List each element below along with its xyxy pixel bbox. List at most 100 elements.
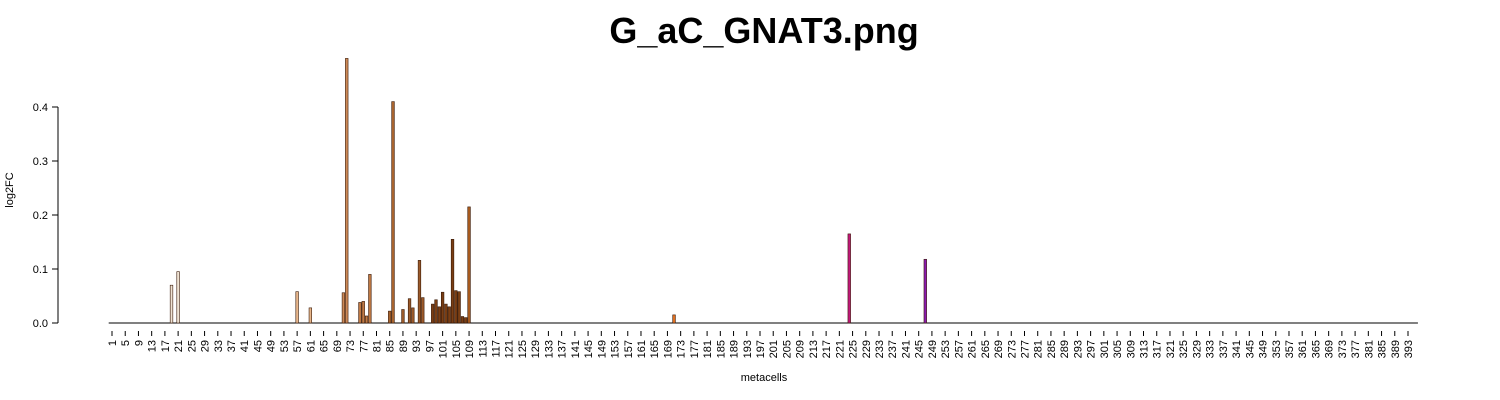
x-tick-label: 37 bbox=[226, 340, 238, 352]
x-tick-label: 269 bbox=[993, 340, 1005, 358]
x-tick-label: 117 bbox=[491, 340, 503, 358]
x-tick-label: 201 bbox=[768, 340, 780, 358]
x-tick-label: 1 bbox=[107, 340, 119, 346]
bar bbox=[176, 271, 180, 324]
x-tick-label: 97 bbox=[424, 340, 436, 352]
bar bbox=[308, 307, 312, 324]
x-tick-label: 261 bbox=[967, 340, 979, 358]
x-tick-label: 217 bbox=[821, 340, 833, 358]
x-tick-label: 357 bbox=[1284, 340, 1296, 358]
x-tick-label: 305 bbox=[1112, 340, 1124, 358]
x-tick-label: 293 bbox=[1072, 340, 1084, 358]
x-tick-label: 245 bbox=[914, 340, 926, 358]
bar bbox=[401, 309, 405, 324]
x-tick-label: 393 bbox=[1403, 340, 1415, 358]
x-tick-label: 369 bbox=[1324, 340, 1336, 358]
x-tick-label: 9 bbox=[133, 340, 145, 346]
x-tick-label: 381 bbox=[1363, 340, 1375, 358]
x-tick-label: 5 bbox=[120, 340, 132, 346]
x-tick-label: 277 bbox=[1019, 340, 1031, 358]
bar bbox=[923, 258, 927, 324]
bar bbox=[368, 274, 372, 324]
x-tick-label: 229 bbox=[861, 340, 873, 358]
x-tick-label: 273 bbox=[1006, 340, 1018, 358]
x-tick-label: 177 bbox=[689, 340, 701, 358]
y-tick-label: 0.0 bbox=[33, 318, 48, 330]
x-tick-label: 257 bbox=[953, 340, 965, 358]
y-tick-label: 0.1 bbox=[33, 264, 48, 276]
x-tick-label: 153 bbox=[610, 340, 622, 358]
y-tick-label: 0.3 bbox=[33, 156, 48, 168]
bar bbox=[444, 303, 448, 324]
bar bbox=[440, 291, 445, 324]
x-tick-label: 109 bbox=[464, 340, 476, 358]
x-tick-label: 45 bbox=[252, 340, 264, 352]
x-tick-label: 353 bbox=[1271, 340, 1283, 358]
x-tick-label: 241 bbox=[900, 340, 912, 358]
bar bbox=[407, 298, 412, 324]
x-tick-label: 141 bbox=[570, 340, 582, 358]
x-tick-label: 29 bbox=[200, 340, 212, 352]
bar bbox=[169, 284, 174, 324]
x-tick-label: 157 bbox=[623, 340, 635, 358]
x-tick-label: 101 bbox=[438, 340, 450, 358]
x-tick-label: 337 bbox=[1218, 340, 1230, 358]
bar bbox=[358, 302, 362, 324]
bar bbox=[460, 316, 465, 324]
x-tick-label: 345 bbox=[1244, 340, 1256, 358]
x-tick-label: 253 bbox=[940, 340, 952, 358]
x-tick-label: 377 bbox=[1350, 340, 1362, 358]
x-tick-label: 81 bbox=[371, 340, 383, 352]
x-tick-label: 137 bbox=[557, 340, 569, 358]
x-tick-label: 173 bbox=[676, 340, 688, 358]
x-tick-label: 321 bbox=[1165, 340, 1177, 358]
x-tick-label: 213 bbox=[808, 340, 820, 358]
bar bbox=[295, 291, 299, 324]
x-tick-label: 225 bbox=[848, 340, 860, 358]
x-tick-label: 205 bbox=[781, 340, 793, 358]
bar bbox=[454, 290, 458, 324]
x-tick-label: 265 bbox=[980, 340, 992, 358]
x-tick-label: 313 bbox=[1139, 340, 1151, 358]
x-tick-label: 185 bbox=[715, 340, 727, 358]
x-tick-label: 325 bbox=[1178, 340, 1190, 358]
x-tick-label: 193 bbox=[742, 340, 754, 358]
x-tick-label: 309 bbox=[1125, 340, 1137, 358]
x-tick-label: 221 bbox=[834, 340, 846, 358]
bar bbox=[417, 260, 422, 324]
x-tick-label: 69 bbox=[332, 340, 344, 352]
x-tick-label: 333 bbox=[1205, 340, 1217, 358]
chart-title: G_aC_GNAT3.png bbox=[609, 10, 918, 51]
bar bbox=[388, 310, 392, 324]
x-tick-label: 329 bbox=[1191, 340, 1203, 358]
x-tick-label: 317 bbox=[1152, 340, 1164, 358]
x-tick-label: 25 bbox=[186, 340, 198, 352]
x-tick-label: 373 bbox=[1337, 340, 1349, 358]
x-tick-label: 285 bbox=[1046, 340, 1058, 358]
x-tick-label: 209 bbox=[795, 340, 807, 358]
x-tick-label: 237 bbox=[887, 340, 899, 358]
x-tick-label: 93 bbox=[411, 340, 423, 352]
x-tick-label: 161 bbox=[636, 340, 648, 358]
x-tick-label: 189 bbox=[729, 340, 741, 358]
x-tick-label: 21 bbox=[173, 340, 185, 352]
x-tick-label: 233 bbox=[874, 340, 886, 358]
x-tick-label: 349 bbox=[1258, 340, 1270, 358]
x-tick-label: 133 bbox=[543, 340, 555, 358]
x-tick-label: 125 bbox=[517, 340, 529, 358]
x-tick-label: 113 bbox=[477, 340, 489, 358]
x-tick-label: 365 bbox=[1310, 340, 1322, 358]
x-tick-label: 53 bbox=[279, 340, 291, 352]
x-tick-label: 301 bbox=[1099, 340, 1111, 358]
x-tick-label: 17 bbox=[160, 340, 172, 352]
bar bbox=[345, 58, 349, 324]
x-tick-label: 105 bbox=[451, 340, 463, 358]
y-tick-label: 0.2 bbox=[33, 210, 48, 222]
x-tick-label: 57 bbox=[292, 340, 304, 352]
x-tick-label: 129 bbox=[530, 340, 542, 358]
x-tick-label: 13 bbox=[147, 340, 159, 352]
x-axis-label: metacells bbox=[741, 372, 788, 384]
x-tick-label: 85 bbox=[385, 340, 397, 352]
x-tick-label: 73 bbox=[345, 340, 357, 352]
